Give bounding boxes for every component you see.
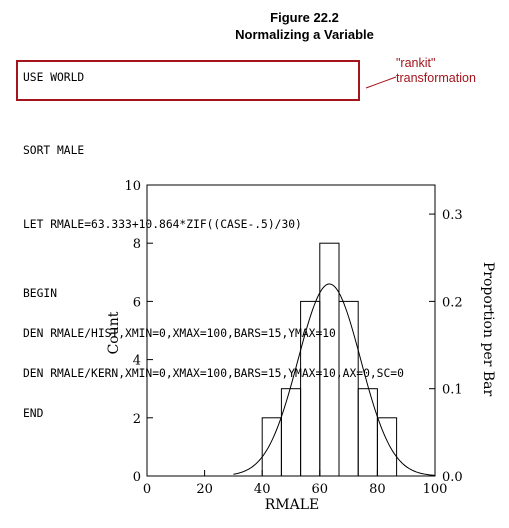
y-tick-label: 6 — [133, 295, 141, 310]
code-line: DEN RMALE/KERN,XMIN=0,XMAX=100,BARS=15,Y… — [23, 366, 404, 380]
plot-frame — [146, 184, 436, 477]
histogram-bar — [376, 417, 398, 477]
code-line: END — [23, 406, 44, 420]
y2-tick-label: 0.2 — [442, 295, 463, 310]
ticks-layer: 0 20 40 60 80 100 0 2 4 6 8 10 0.0 0.1 0.2 0.3 — [124, 179, 462, 497]
code-listing: USE WORLD SORT MALE LET RMALE=63.333+10.… — [23, 44, 404, 447]
y-tick-label: 4 — [133, 354, 141, 369]
y2-tick-label: 0.1 — [442, 383, 463, 398]
axes-layer — [146, 184, 436, 477]
density-curve — [233, 283, 436, 476]
y-tick-label: 2 — [133, 412, 141, 427]
histogram-bar — [319, 242, 340, 477]
highlight-box — [16, 60, 360, 101]
y-tick-label: 0 — [133, 470, 141, 485]
histogram-bar — [261, 417, 282, 477]
x-tick-label: 100 — [423, 482, 448, 497]
annotation-line-1: "rankit" — [396, 56, 436, 70]
figure-header: Figure 22.2 Normalizing a Variable — [0, 9, 509, 43]
annotation-note: "rankit" transformation — [396, 56, 476, 86]
x-axis-label: RMALE — [265, 497, 320, 513]
y-tick-label: 8 — [133, 237, 141, 252]
histogram-bar — [300, 300, 321, 477]
histogram-bar — [357, 388, 378, 477]
y2-tick-label: 0.3 — [442, 208, 463, 223]
bars-layer — [261, 242, 398, 477]
y-axis-label: Count — [106, 311, 122, 354]
code-line: SORT MALE — [23, 144, 85, 158]
code-line: LET RMALE=63.333+10.864*ZIF((CASE-.5)/30… — [23, 217, 302, 231]
code-line: USE WORLD — [23, 70, 85, 84]
code-line: DEN RMALE/HIST,XMIN=0,XMAX=100,BARS=15,Y… — [23, 326, 336, 340]
x-tick-label: 20 — [196, 482, 213, 497]
histogram-bar — [280, 388, 302, 477]
histogram-bar — [338, 300, 359, 477]
x-tick-label: 80 — [369, 482, 386, 497]
y2-tick-label: 0.0 — [442, 470, 463, 485]
annotation-line-2: transformation — [396, 71, 476, 85]
y-tick-label: 10 — [124, 179, 141, 194]
figure-title: Normalizing a Variable — [235, 27, 374, 42]
x-tick-label: 0 — [143, 482, 151, 497]
y2-axis-label: Proportion per Bar — [480, 262, 496, 397]
code-line: BEGIN — [23, 287, 58, 301]
figure-number: Figure 22.2 — [270, 10, 339, 25]
x-tick-label: 60 — [312, 482, 329, 497]
x-tick-label: 40 — [254, 482, 271, 497]
curve-layer — [233, 283, 436, 476]
